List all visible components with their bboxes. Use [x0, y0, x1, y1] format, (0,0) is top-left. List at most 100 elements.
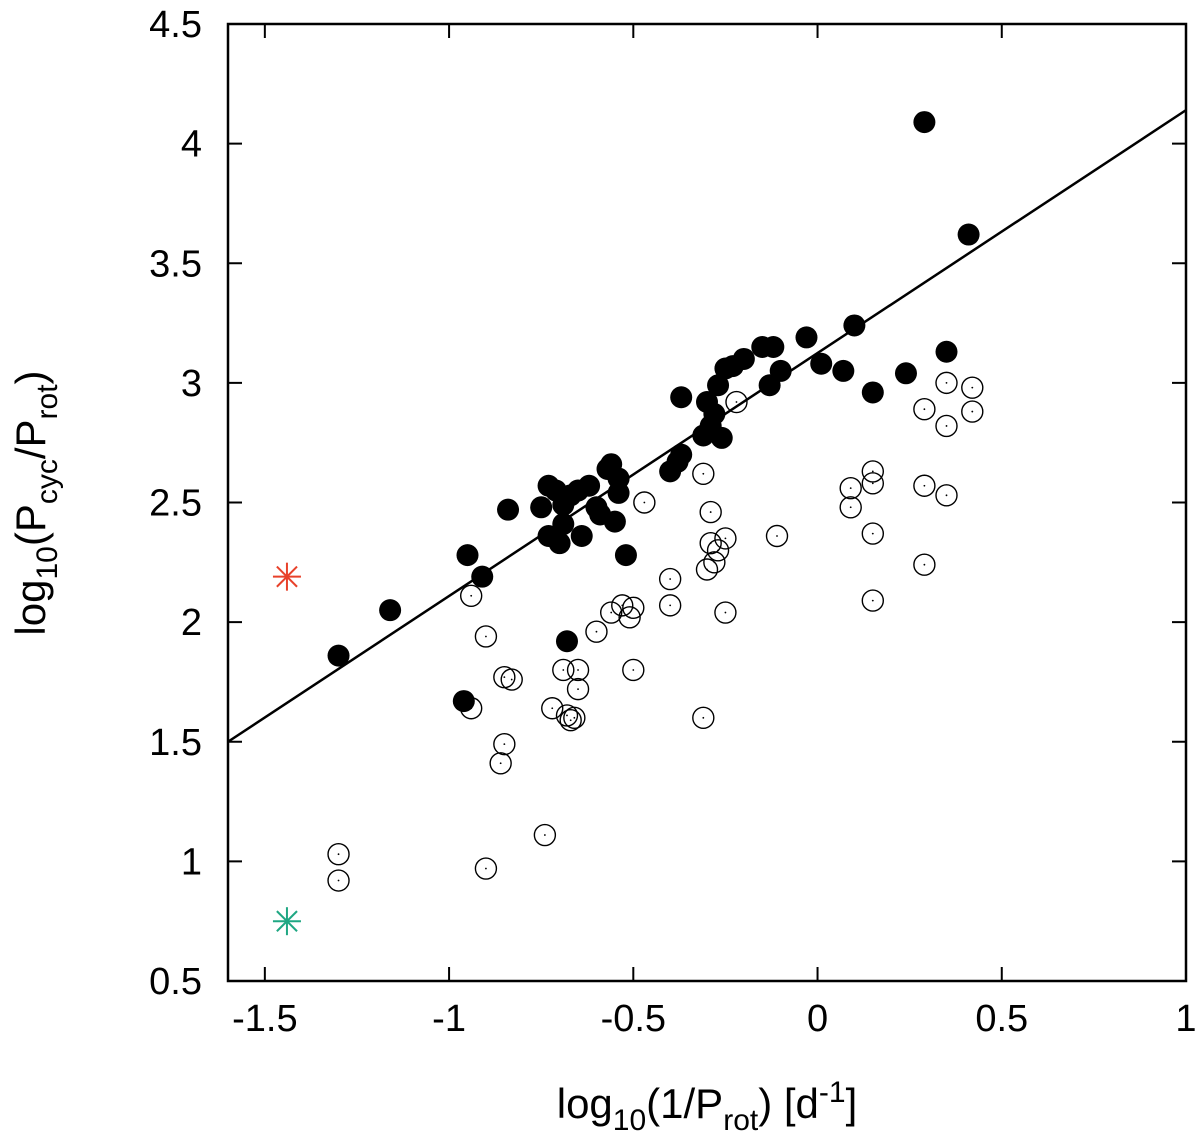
- open-point: [622, 596, 645, 619]
- filled-point: [810, 352, 833, 375]
- open-point: [714, 527, 737, 550]
- x-tick-label: -1.5: [232, 998, 297, 1040]
- y-axis-label: log10(Pcyc/Prot): [7, 370, 64, 635]
- y-tick-label: 4.5: [149, 4, 202, 46]
- open-point: [566, 677, 590, 701]
- filled-point: [670, 443, 693, 466]
- open-point: [500, 668, 523, 691]
- open-point: [474, 857, 498, 880]
- filled-point: [913, 111, 936, 134]
- open-point: [861, 460, 885, 483]
- x-tick-label: 0: [807, 998, 828, 1040]
- open-point: [533, 823, 557, 847]
- filled-point: [603, 510, 626, 533]
- open-point: [861, 522, 885, 545]
- x-axis-label: log10(1/Prot) [d-1]: [557, 1076, 858, 1133]
- filled-point: [607, 481, 630, 504]
- filled-point: [471, 565, 494, 588]
- open-point: [541, 697, 564, 720]
- filled-point: [614, 544, 637, 567]
- y-tick-label: 0.5: [149, 961, 202, 1003]
- open-point: [692, 706, 715, 730]
- data-points: [272, 111, 984, 936]
- open-point: [725, 390, 748, 414]
- filled-point: [497, 498, 520, 521]
- open-point: [839, 496, 862, 519]
- open-point: [633, 491, 656, 514]
- open-point: [961, 400, 984, 423]
- filled-point: [832, 359, 855, 382]
- filled-point: [732, 347, 755, 370]
- filled-point: [795, 326, 818, 349]
- x-tick-label: -1: [432, 998, 466, 1040]
- open-point: [861, 472, 885, 495]
- filled-point: [379, 599, 402, 622]
- open-point: [913, 397, 936, 421]
- open-point: [913, 553, 936, 576]
- y-tick-label: 1.5: [149, 722, 202, 764]
- filled-point: [578, 474, 601, 497]
- open-point: [622, 658, 645, 682]
- open-point: [714, 601, 737, 624]
- x-tick-label: -0.5: [601, 998, 666, 1040]
- open-point: [765, 524, 789, 548]
- y-tick-label: 2.5: [149, 483, 202, 525]
- open-point: [692, 462, 715, 485]
- filled-point: [843, 314, 866, 337]
- filled-point: [530, 496, 553, 519]
- filled-point: [555, 630, 578, 653]
- open-point: [961, 376, 984, 399]
- open-point: [566, 658, 590, 682]
- x-tick-label: 0.5: [975, 998, 1028, 1040]
- filled-point: [861, 381, 884, 404]
- open-point: [706, 539, 730, 562]
- open-point: [493, 732, 516, 756]
- open-point: [699, 500, 722, 524]
- teal-star-point: [272, 907, 301, 936]
- open-point: [459, 584, 483, 608]
- open-point: [703, 551, 726, 574]
- open-point: [552, 658, 575, 682]
- filled-point: [703, 402, 726, 425]
- filled-point: [894, 362, 917, 385]
- red-star-point: [272, 562, 301, 591]
- open-point: [327, 869, 350, 892]
- open-point: [489, 752, 512, 775]
- open-point: [935, 371, 958, 395]
- filled-point: [710, 426, 733, 449]
- filled-point: [552, 513, 575, 536]
- x-tick-label: 1: [1175, 998, 1196, 1040]
- open-point: [474, 625, 498, 648]
- y-tick-label: 1: [181, 841, 202, 883]
- filled-point: [957, 223, 980, 246]
- filled-point: [327, 644, 350, 667]
- filled-point: [456, 544, 479, 567]
- open-point: [839, 476, 862, 500]
- filled-point: [762, 335, 785, 358]
- filled-point: [670, 386, 693, 409]
- filled-point: [570, 524, 593, 547]
- open-point: [913, 474, 936, 497]
- open-point: [935, 484, 958, 507]
- open-point: [658, 594, 682, 617]
- filled-point: [769, 359, 792, 382]
- y-tick-label: 2: [181, 602, 202, 644]
- filled-point: [935, 340, 958, 363]
- plot-frame: [226, 22, 1188, 983]
- open-point: [327, 842, 350, 866]
- y-tick-label: 3.5: [149, 243, 202, 285]
- open-point: [563, 706, 586, 730]
- y-tick-label: 3: [181, 363, 202, 405]
- open-point: [585, 620, 608, 643]
- y-tick-label: 4: [181, 124, 202, 166]
- open-point: [658, 567, 682, 591]
- open-point: [861, 589, 885, 612]
- filled-point: [707, 374, 730, 397]
- open-point: [600, 601, 623, 624]
- open-point: [459, 697, 483, 720]
- open-point: [935, 414, 958, 438]
- open-point: [559, 709, 582, 732]
- filled-point: [548, 532, 571, 555]
